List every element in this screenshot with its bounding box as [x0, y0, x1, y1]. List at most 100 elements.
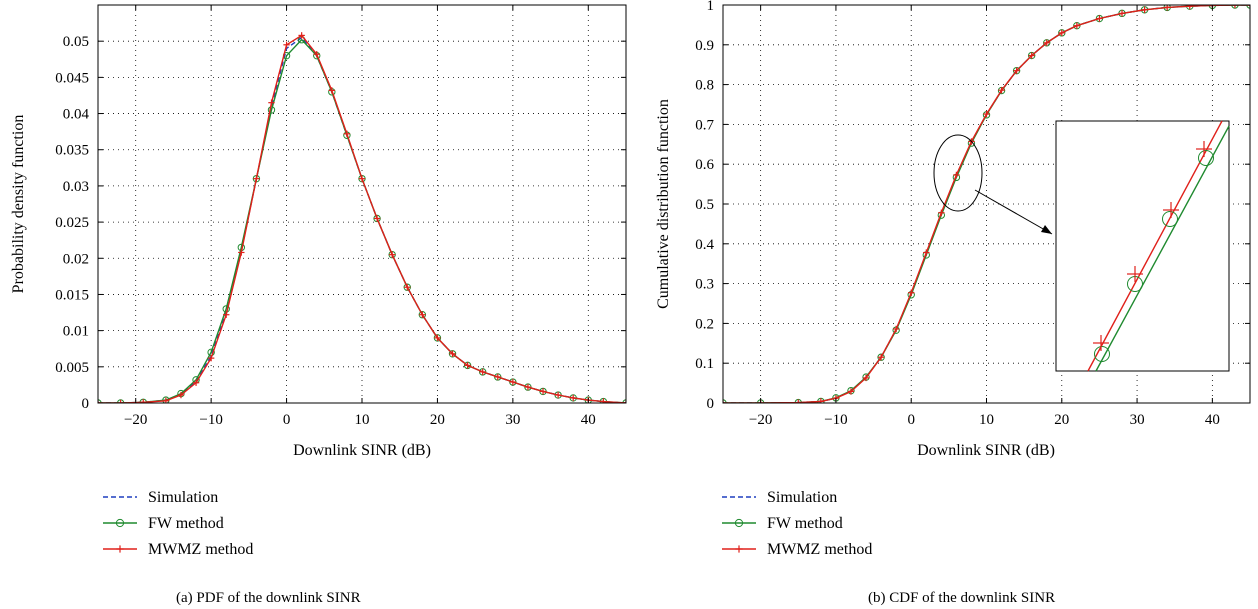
- pdf-series-point-2: [223, 311, 230, 318]
- cdf-series-point-2: [953, 171, 960, 179]
- cdf-series-group: [723, 5, 1250, 403]
- pdf-series-group: [98, 32, 626, 403]
- cdf-series-point-2: [862, 374, 870, 382]
- cdf-y-tick-label: 0.9: [695, 38, 714, 54]
- inset-point-fw: [1162, 211, 1178, 227]
- inset-line-fw: [1095, 125, 1230, 372]
- pdf-series-point-2: [298, 32, 305, 39]
- cdf-x-tick-label: 20: [1054, 412, 1069, 428]
- pdf-series-line-2: [98, 34, 626, 403]
- pdf-legend-marker-1: [115, 518, 125, 528]
- pdf-y-tick-label: 0.035: [55, 143, 89, 159]
- pdf-y-axis-label: Probability density function: [10, 115, 27, 294]
- cdf-series-point-2: [1118, 10, 1126, 17]
- pdf-series-point-1: [267, 106, 276, 114]
- pdf-y-tick-label: 0: [82, 396, 90, 412]
- cdf-y-tick-label: 0.5: [695, 197, 714, 213]
- pdf-caption: (a) PDF of the downlink SINR: [176, 590, 361, 606]
- pdf-series-point-2: [419, 311, 426, 318]
- zoom-arrow-line: [974, 189, 1053, 235]
- cdf-series-point-2: [1231, 5, 1239, 9]
- pdf-series-point-2: [283, 41, 290, 48]
- cdf-legend-marker-2: [735, 545, 743, 553]
- cdf-series-point-2: [1186, 5, 1193, 10]
- pdf-legend-marker-2: [116, 545, 124, 553]
- inset-point-mwmz: [1127, 266, 1143, 282]
- pdf-series-point-2: [328, 87, 336, 94]
- pdf-series-point-2: [449, 350, 456, 357]
- inset-point-mwmz: [1093, 335, 1109, 351]
- cdf-x-tick-label: 30: [1130, 412, 1145, 428]
- cdf-y-tick-label: 0.2: [695, 316, 714, 332]
- cdf-caption: (b) CDF of the downlink SINR: [868, 590, 1055, 606]
- cdf-y-tick-label: 0.8: [695, 78, 714, 94]
- pdf-x-tick-label: 40: [581, 412, 596, 428]
- zoom-arrow-head: [1041, 225, 1052, 234]
- pdf-x-tick-label: 0: [283, 412, 291, 428]
- inset-point-mwmz: [1196, 141, 1212, 157]
- pdf-y-tick-label: 0.01: [63, 324, 89, 340]
- pdf-series-point-2: [388, 251, 396, 258]
- cdf-legend-label-2: MWMZ method: [767, 541, 872, 558]
- pdf-series-point-2: [373, 215, 381, 222]
- pdf-y-tick-label: 0.04: [63, 107, 90, 123]
- zoom-inset-content: [1087, 120, 1230, 372]
- cdf-series-point-2: [877, 354, 885, 361]
- pdf-series-point-2: [600, 398, 607, 403]
- pdf-y-tick-label: 0.005: [55, 360, 89, 376]
- inset-point-fw: [1198, 150, 1214, 166]
- pdf-panel: −20 −10 0 10 20 30 40 0 0.005 0.01 0.015 0.02 0.025 0…: [10, 4, 627, 606]
- cdf-y-tick-label: 0: [707, 396, 715, 412]
- cdf-series-point-2: [983, 110, 990, 118]
- cdf-x-tick-label: −20: [749, 412, 772, 428]
- pdf-x-tick-label: 30: [505, 412, 520, 428]
- cdf-y-tick-label: 0.3: [695, 277, 714, 293]
- cdf-series-point-2: [998, 86, 1005, 94]
- pdf-series-point-2: [313, 51, 320, 58]
- cdf-y-tick-label: 0.7: [695, 117, 714, 133]
- cdf-legend-marker-1: [734, 518, 744, 528]
- pdf-y-tick-label: 0.03: [63, 179, 89, 195]
- pdf-x-tick-label: −20: [124, 412, 147, 428]
- pdf-series-point-2: [539, 388, 547, 395]
- pdf-series-point-2: [404, 284, 411, 291]
- cdf-series-point-2: [1058, 29, 1065, 37]
- pdf-series-point-2: [177, 391, 185, 399]
- cdf-series-point-2: [923, 249, 930, 256]
- pdf-legend-label-2: MWMZ method: [148, 541, 253, 558]
- cdf-x-tick-label: 40: [1205, 412, 1220, 428]
- cdf-y-tick-label: 0.4: [695, 237, 714, 253]
- pdf-plot-frame: [97, 4, 627, 404]
- pdf-legend: Simulation FW method MWMZ method: [103, 489, 253, 558]
- pdf-x-tick-label: 20: [430, 412, 445, 428]
- cdf-series-point-2: [892, 325, 900, 333]
- pdf-series-point-2: [509, 378, 517, 386]
- cdf-ticks: −20 −10 0 10 20 30 40 0 0.1 0.2 0.3 0.4 0.5 0.6 0.7 0.8…: [695, 0, 1250, 428]
- cdf-panel: −20 −10 0 10 20 30 40 0 0.1 0.2 0.3 0.4 0.5 0.6 0.7 0.8…: [655, 0, 1251, 606]
- cdf-series-point-2: [1028, 52, 1035, 59]
- cdf-series-point-2: [1013, 67, 1020, 74]
- cdf-series-point-2: [1096, 15, 1103, 22]
- cdf-y-tick-label: 1: [707, 0, 715, 14]
- cdf-legend-label-0: Simulation: [767, 489, 837, 506]
- cdf-series-point-2: [817, 398, 825, 403]
- pdf-legend-label-0: Simulation: [148, 489, 218, 506]
- cdf-x-tick-label: 0: [907, 412, 915, 428]
- cdf-legend-label-1: FW method: [767, 515, 843, 532]
- cdf-legend: Simulation FW method MWMZ method: [722, 489, 872, 558]
- cdf-x-axis-label: Downlink SINR (dB): [917, 442, 1055, 459]
- zoom-ellipse: [933, 134, 983, 212]
- pdf-series-point-2: [479, 368, 486, 376]
- cdf-y-axis-label: Cumulative distribution function: [655, 99, 672, 309]
- pdf-ticks: −20 −10 0 10 20 30 40 0 0.005 0.01 0.015 0.02 0.025 0…: [55, 5, 626, 428]
- pdf-y-tick-label: 0.045: [55, 70, 89, 86]
- pdf-legend-label-1: FW method: [148, 515, 224, 532]
- pdf-series-point-2: [192, 379, 200, 386]
- pdf-y-tick-label: 0.015: [55, 287, 89, 303]
- pdf-series-point-2: [238, 249, 245, 256]
- pdf-series-point-2: [570, 394, 577, 402]
- pdf-grid: [98, 5, 626, 404]
- inset-point-mwmz: [1163, 202, 1179, 218]
- pdf-series-point-2: [554, 391, 562, 399]
